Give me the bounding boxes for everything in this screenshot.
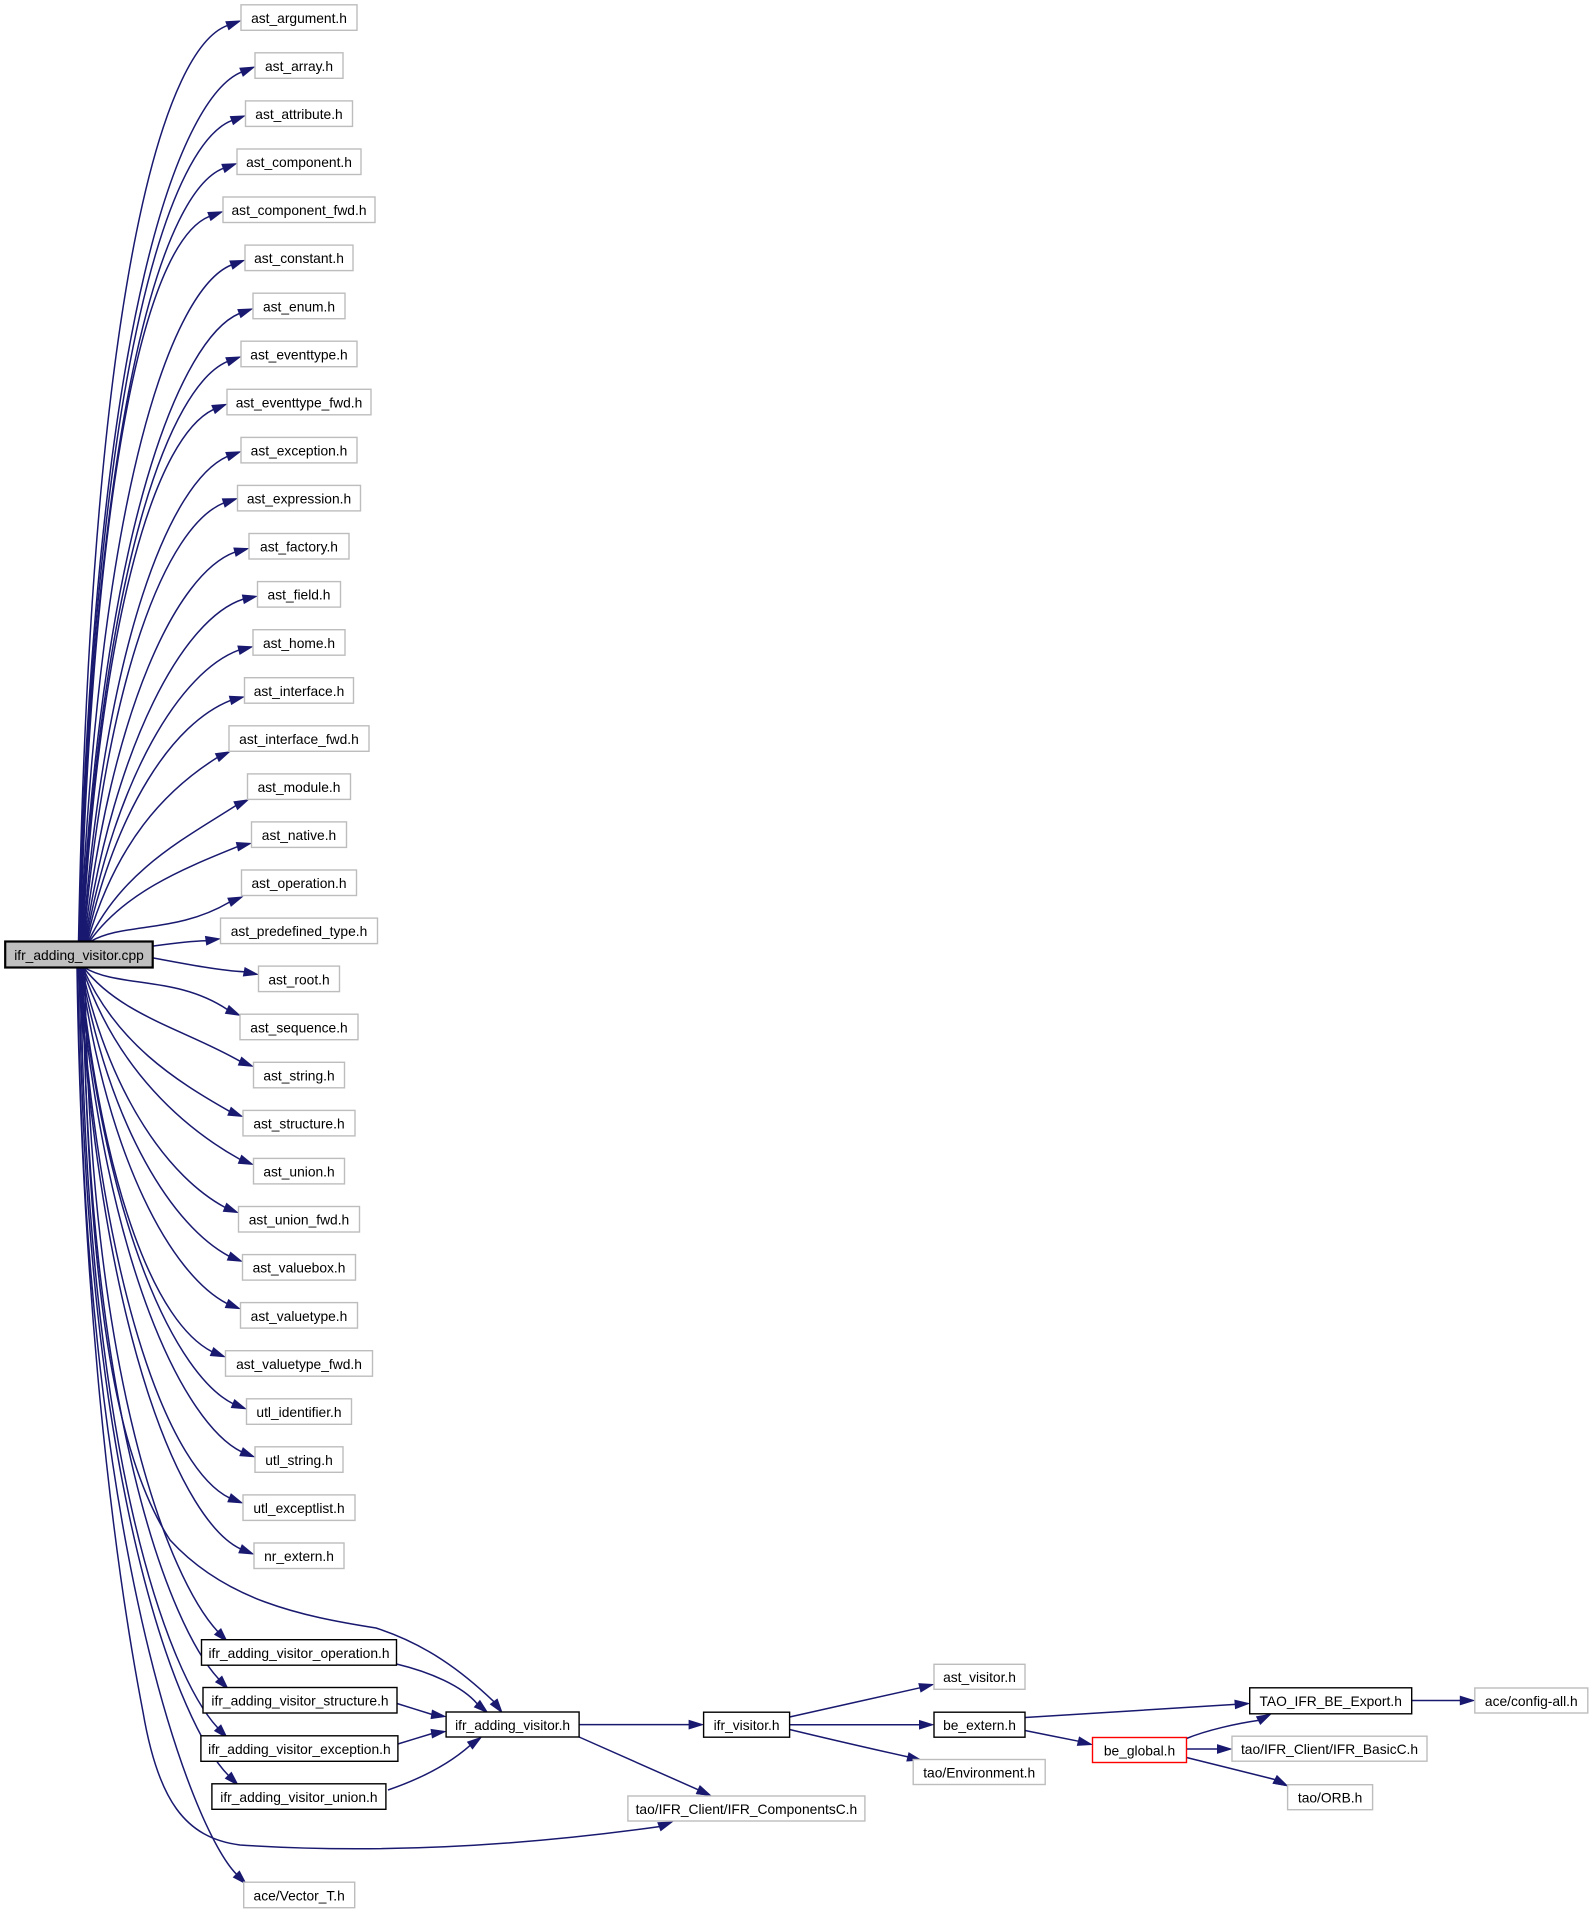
svg-text:ast_argument.h: ast_argument.h — [251, 11, 347, 26]
svg-text:TAO_IFR_BE_Export.h: TAO_IFR_BE_Export.h — [1260, 1694, 1402, 1709]
svg-text:tao/Environment.h: tao/Environment.h — [923, 1765, 1035, 1780]
svg-text:ast_constant.h: ast_constant.h — [254, 251, 344, 266]
svg-text:ast_factory.h: ast_factory.h — [260, 540, 338, 555]
svg-text:ast_valuetype_fwd.h: ast_valuetype_fwd.h — [236, 1357, 362, 1372]
svg-text:utl_string.h: utl_string.h — [265, 1453, 333, 1468]
svg-text:ast_native.h: ast_native.h — [262, 828, 336, 843]
svg-text:tao/IFR_Client/IFR_ComponentsC: tao/IFR_Client/IFR_ComponentsC.h — [636, 1802, 858, 1817]
svg-text:ast_string.h: ast_string.h — [263, 1068, 334, 1083]
svg-text:utl_identifier.h: utl_identifier.h — [256, 1405, 341, 1420]
svg-text:ast_structure.h: ast_structure.h — [253, 1117, 344, 1132]
svg-text:ast_predefined_type.h: ast_predefined_type.h — [231, 924, 368, 939]
svg-text:ast_eventtype_fwd.h: ast_eventtype_fwd.h — [236, 396, 363, 411]
svg-text:ace/Vector_T.h: ace/Vector_T.h — [254, 1888, 345, 1903]
svg-text:ifr_adding_visitor_exception.h: ifr_adding_visitor_exception.h — [208, 1742, 391, 1757]
svg-text:be_global.h: be_global.h — [1104, 1743, 1175, 1758]
svg-text:tao/IFR_Client/IFR_BasicC.h: tao/IFR_Client/IFR_BasicC.h — [1241, 1742, 1418, 1757]
svg-text:ast_module.h: ast_module.h — [258, 780, 341, 795]
svg-text:ast_array.h: ast_array.h — [265, 59, 333, 74]
svg-text:ast_operation.h: ast_operation.h — [251, 876, 346, 891]
svg-text:ifr_adding_visitor_union.h: ifr_adding_visitor_union.h — [220, 1790, 377, 1805]
svg-text:ace/config-all.h: ace/config-all.h — [1485, 1694, 1578, 1709]
svg-text:ast_union_fwd.h: ast_union_fwd.h — [249, 1213, 350, 1228]
svg-text:ast_enum.h: ast_enum.h — [263, 299, 335, 314]
svg-text:tao/ORB.h: tao/ORB.h — [1298, 1791, 1362, 1806]
svg-text:ast_interface_fwd.h: ast_interface_fwd.h — [239, 732, 359, 747]
svg-text:ast_component.h: ast_component.h — [246, 155, 352, 170]
svg-text:ast_union.h: ast_union.h — [263, 1165, 334, 1180]
svg-text:utl_exceptlist.h: utl_exceptlist.h — [253, 1501, 344, 1516]
svg-text:ast_home.h: ast_home.h — [263, 636, 335, 651]
svg-text:ifr_adding_visitor.h: ifr_adding_visitor.h — [455, 1718, 570, 1733]
svg-text:ast_component_fwd.h: ast_component_fwd.h — [232, 203, 367, 218]
svg-text:ifr_adding_visitor_operation.h: ifr_adding_visitor_operation.h — [208, 1646, 389, 1661]
svg-text:ast_field.h: ast_field.h — [268, 588, 331, 603]
svg-text:ast_expression.h: ast_expression.h — [247, 492, 351, 507]
svg-text:ifr_visitor.h: ifr_visitor.h — [714, 1718, 780, 1733]
svg-text:ast_root.h: ast_root.h — [268, 972, 329, 987]
svg-text:ast_attribute.h: ast_attribute.h — [255, 107, 342, 122]
svg-text:ast_visitor.h: ast_visitor.h — [943, 1670, 1016, 1685]
svg-text:ast_valuebox.h: ast_valuebox.h — [253, 1261, 346, 1276]
svg-text:ast_valuetype.h: ast_valuetype.h — [251, 1309, 348, 1324]
svg-text:ifr_adding_visitor_structure.h: ifr_adding_visitor_structure.h — [211, 1694, 388, 1709]
svg-text:nr_extern.h: nr_extern.h — [264, 1549, 334, 1564]
svg-text:ast_exception.h: ast_exception.h — [251, 444, 348, 459]
svg-text:ast_interface.h: ast_interface.h — [254, 684, 345, 699]
svg-text:be_extern.h: be_extern.h — [943, 1718, 1016, 1733]
svg-text:ifr_adding_visitor.cpp: ifr_adding_visitor.cpp — [14, 948, 144, 963]
svg-text:ast_eventtype.h: ast_eventtype.h — [250, 347, 347, 362]
svg-text:ast_sequence.h: ast_sequence.h — [250, 1020, 347, 1035]
